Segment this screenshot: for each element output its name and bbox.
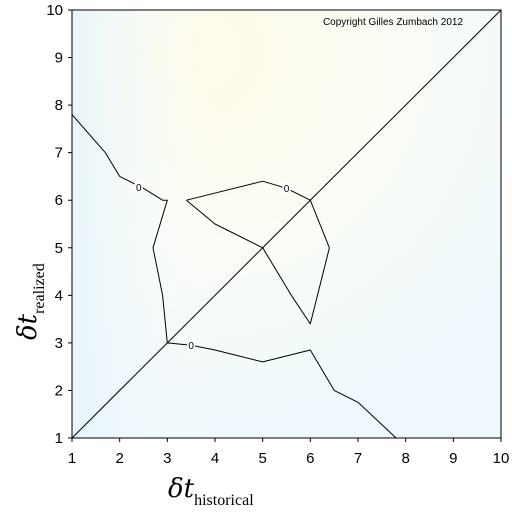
contour-labels: 0 0 0	[134, 181, 291, 352]
y-tick-label: 10	[46, 2, 63, 19]
x-tick-label: 8	[401, 450, 409, 467]
y-tick-label: 8	[55, 97, 63, 114]
contour-lines	[71, 9, 502, 439]
plot-frame	[71, 9, 502, 439]
series-line-2	[186, 180, 330, 325]
contour-label-box	[282, 182, 291, 194]
y-tick-label: 6	[55, 192, 63, 209]
axis-ticks: 1 2 3 4 5 6 7 8 9 10 1 2 3 4 5 6 7 8 9 10	[46, 2, 509, 467]
y-tick-label: 3	[55, 335, 63, 352]
contour-label-box	[187, 339, 196, 351]
y-tick-label: 1	[55, 430, 63, 447]
y-tick-label: 9	[55, 50, 63, 67]
contour-label: 0	[188, 341, 194, 352]
svg-text:δtrealized: δtrealized	[13, 263, 48, 340]
svg-text:δthistorical: δthistorical	[168, 474, 254, 509]
x-tick-label: 2	[115, 450, 123, 467]
x-tick-label: 5	[258, 450, 266, 467]
x-tick-label: 9	[449, 450, 457, 467]
y-axis-label: δtrealized	[13, 263, 48, 340]
series-line-0	[71, 9, 502, 439]
x-tick-label: 1	[68, 450, 76, 467]
contour-label-box	[134, 181, 143, 193]
y-tick-label: 4	[55, 287, 63, 304]
y-axis-label-subscript: realized	[31, 263, 48, 314]
x-tick-label: 6	[306, 450, 314, 467]
x-tick-label: 10	[493, 450, 510, 467]
y-tick-label: 2	[55, 382, 63, 399]
x-axis-label: δthistorical	[168, 474, 254, 509]
plot-border	[71, 9, 502, 439]
x-axis-label-symbol: δt	[168, 474, 195, 504]
x-tick-label: 4	[211, 450, 219, 467]
x-tick-label: 3	[163, 450, 171, 467]
x-tick-label: 7	[354, 450, 362, 467]
contour-label: 0	[136, 183, 142, 194]
contour-label: 0	[284, 184, 290, 195]
y-axis-label-symbol: δt	[13, 313, 43, 340]
series-line-1	[71, 114, 397, 439]
y-tick-label: 7	[55, 145, 63, 162]
copyright-text: Copyright Gilles Zumbach 2012	[323, 17, 464, 28]
y-tick-label: 5	[55, 240, 63, 257]
x-axis-label-subscript: historical	[194, 492, 254, 509]
